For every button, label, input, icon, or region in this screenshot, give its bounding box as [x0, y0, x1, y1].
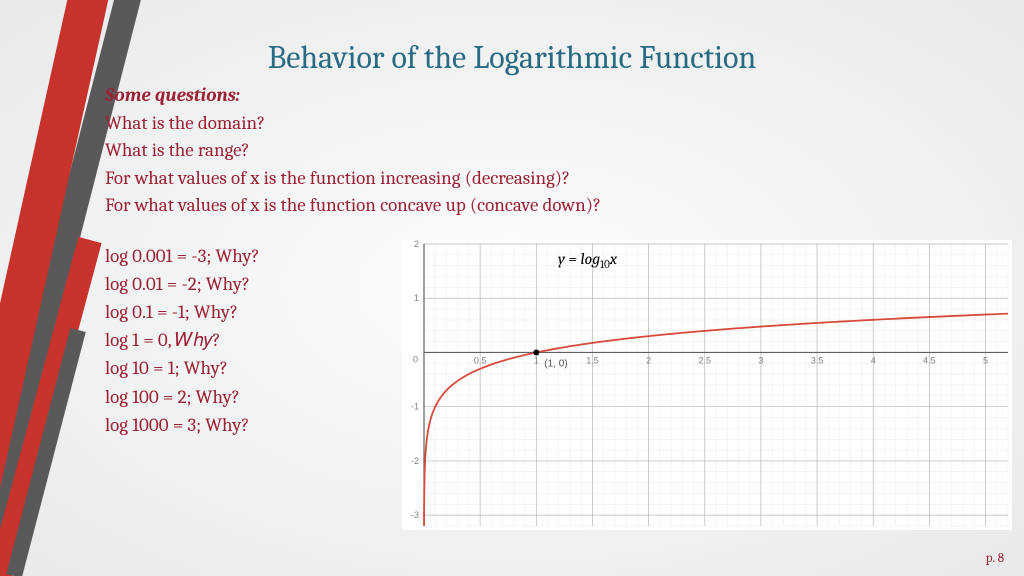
log-example: log 1 = 0, 𝑊ℎ𝑦? [105, 326, 260, 354]
svg-text:-3: -3 [411, 510, 419, 520]
svg-text:1: 1 [534, 355, 539, 365]
svg-text:1: 1 [414, 293, 419, 303]
svg-text:2.5: 2.5 [699, 355, 712, 365]
question-line: For what values of x is the function inc… [105, 165, 601, 193]
question-line: What is the range? [105, 137, 601, 165]
log-example: log 100 = 2; Why? [105, 383, 260, 411]
svg-text:2: 2 [646, 355, 651, 365]
question-line: What is the domain? [105, 110, 601, 138]
log-examples-block: log 0.001 = -3; Why? log 0.01 = -2; Why?… [105, 242, 260, 439]
log-example: log 10 = 1; Why? [105, 354, 260, 382]
svg-text:1.5: 1.5 [586, 355, 599, 365]
svg-text:4: 4 [871, 355, 876, 365]
svg-text:5: 5 [983, 355, 988, 365]
log-chart: 0.5 1 1.5 2 2.5 3 3.5 4 4.5 5 -3 -2 -1 0 1 2 (1, 0) [402, 240, 1012, 530]
chart-equation-label: y = log10x [558, 250, 617, 271]
log-example: log 1000 = 3; Why? [105, 411, 260, 439]
svg-text:3.5: 3.5 [811, 355, 824, 365]
svg-text:0.5: 0.5 [474, 355, 487, 365]
page-number: p. 8 [986, 551, 1004, 566]
log-example: log 0.1 = -1; Why? [105, 298, 260, 326]
log-example: log 0.001 = -3; Why? [105, 242, 260, 270]
question-line: For what values of x is the function con… [105, 192, 601, 220]
svg-text:3: 3 [758, 355, 763, 365]
questions-block: Some questions: What is the domain? What… [105, 82, 601, 220]
svg-text:(1, 0): (1, 0) [544, 358, 567, 369]
page-title: Behavior of the Logarithmic Function [0, 39, 1024, 76]
log-example: log 0.01 = -2; Why? [105, 270, 260, 298]
svg-text:2: 2 [414, 240, 419, 249]
questions-heading: Some questions: [105, 82, 601, 110]
svg-text:-2: -2 [411, 456, 419, 466]
svg-text:0: 0 [413, 354, 418, 364]
svg-text:4.5: 4.5 [923, 355, 936, 365]
svg-text:-1: -1 [411, 402, 419, 412]
